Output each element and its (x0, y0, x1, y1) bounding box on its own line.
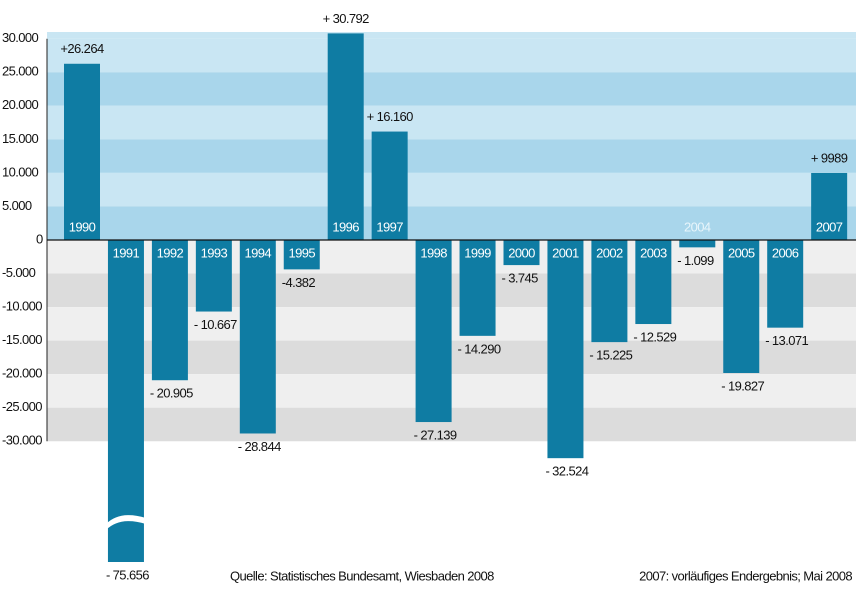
x-tick-label: 1996 (332, 219, 359, 234)
x-tick-label: 1994 (245, 245, 272, 260)
y-tick-label: 20.000 (2, 97, 39, 112)
value-label: - 10.667 (194, 317, 237, 332)
value-label: - 32.524 (545, 464, 588, 479)
x-tick-label: 2006 (772, 245, 799, 260)
grid-band (47, 105, 856, 140)
y-tick-label: 30.000 (2, 30, 39, 45)
y-tick-label: -15.000 (2, 332, 42, 347)
source: Quelle: Statistisches Bundesamt, Wiesbad… (230, 568, 494, 583)
value-label: - 75.656 (106, 567, 149, 582)
y-tick-label: -20.000 (2, 366, 42, 381)
bar (195, 239, 232, 312)
x-tick-label: 1993 (201, 245, 228, 260)
x-tick-label: 2004 (684, 219, 711, 234)
y-tick-label: -5.000 (2, 265, 36, 280)
y-tick-label: -30.000 (2, 433, 42, 448)
value-label: + 9989 (811, 150, 848, 165)
bar (327, 33, 364, 240)
x-tick-label: 1995 (288, 245, 315, 260)
bar (239, 239, 276, 434)
value-label: - 15.225 (589, 348, 632, 363)
x-tick-label: 1999 (464, 245, 491, 260)
x-tick-label: 2000 (508, 245, 535, 260)
value-label: - 20.905 (150, 386, 193, 401)
y-tick-label: 10.000 (2, 164, 39, 179)
value-label: - 3.745 (502, 271, 539, 286)
bar (679, 239, 716, 248)
value-label: + 30.792 (323, 11, 370, 26)
grid-band (47, 172, 856, 207)
axis-break (105, 515, 146, 530)
value-label: - 13.071 (765, 333, 808, 348)
x-tick-label: 1991 (113, 245, 140, 260)
y-tick-label: -25.000 (2, 399, 42, 414)
bar (415, 239, 452, 423)
value-label: - 28.844 (238, 439, 281, 454)
bar (591, 239, 628, 343)
x-tick-label: 2007 (816, 219, 843, 234)
bar (635, 239, 672, 325)
x-tick-label: 2001 (552, 245, 579, 260)
y-tick-label: -10.000 (2, 299, 42, 314)
y-tick-label: 25.000 (2, 64, 39, 79)
bar (459, 239, 496, 336)
x-tick-label: 1992 (157, 245, 184, 260)
x-tick-label: 2003 (640, 245, 667, 260)
y-tick-label: 0 (36, 231, 43, 246)
bar (547, 239, 584, 459)
x-tick-label: 1998 (420, 245, 447, 260)
x-tick-label: 2002 (596, 245, 623, 260)
bar (371, 131, 408, 240)
x-tick-label: 1997 (376, 219, 403, 234)
grid-band (47, 72, 856, 106)
value-label: - 14.290 (458, 341, 501, 356)
grid-band (47, 32, 856, 39)
bar (283, 239, 320, 270)
bar (64, 63, 100, 240)
value-label: - 1.099 (677, 253, 714, 268)
bar (151, 239, 188, 381)
value-label: - 12.529 (633, 329, 676, 344)
bar (503, 239, 540, 266)
value-label: +26.264 (60, 41, 104, 56)
y-tick-label: 5.000 (2, 198, 32, 213)
bar (723, 239, 760, 373)
value-label: -4.382 (282, 275, 316, 290)
value-label: - 27.139 (414, 427, 457, 442)
x-tick-label: 1990 (69, 219, 96, 234)
grid-band (47, 38, 856, 73)
grid-band (47, 206, 856, 240)
x-tick-label: 2005 (728, 245, 755, 260)
value-label: + 16.160 (367, 109, 414, 124)
bar (811, 172, 848, 240)
bar (107, 239, 144, 563)
y-tick-label: 15.000 (2, 131, 39, 146)
bar (767, 239, 804, 328)
value-label: - 19.827 (721, 378, 764, 393)
note: 2007: vorläufiges Endergebnis; Mai 2008 (639, 568, 852, 583)
grid-band (47, 139, 856, 173)
